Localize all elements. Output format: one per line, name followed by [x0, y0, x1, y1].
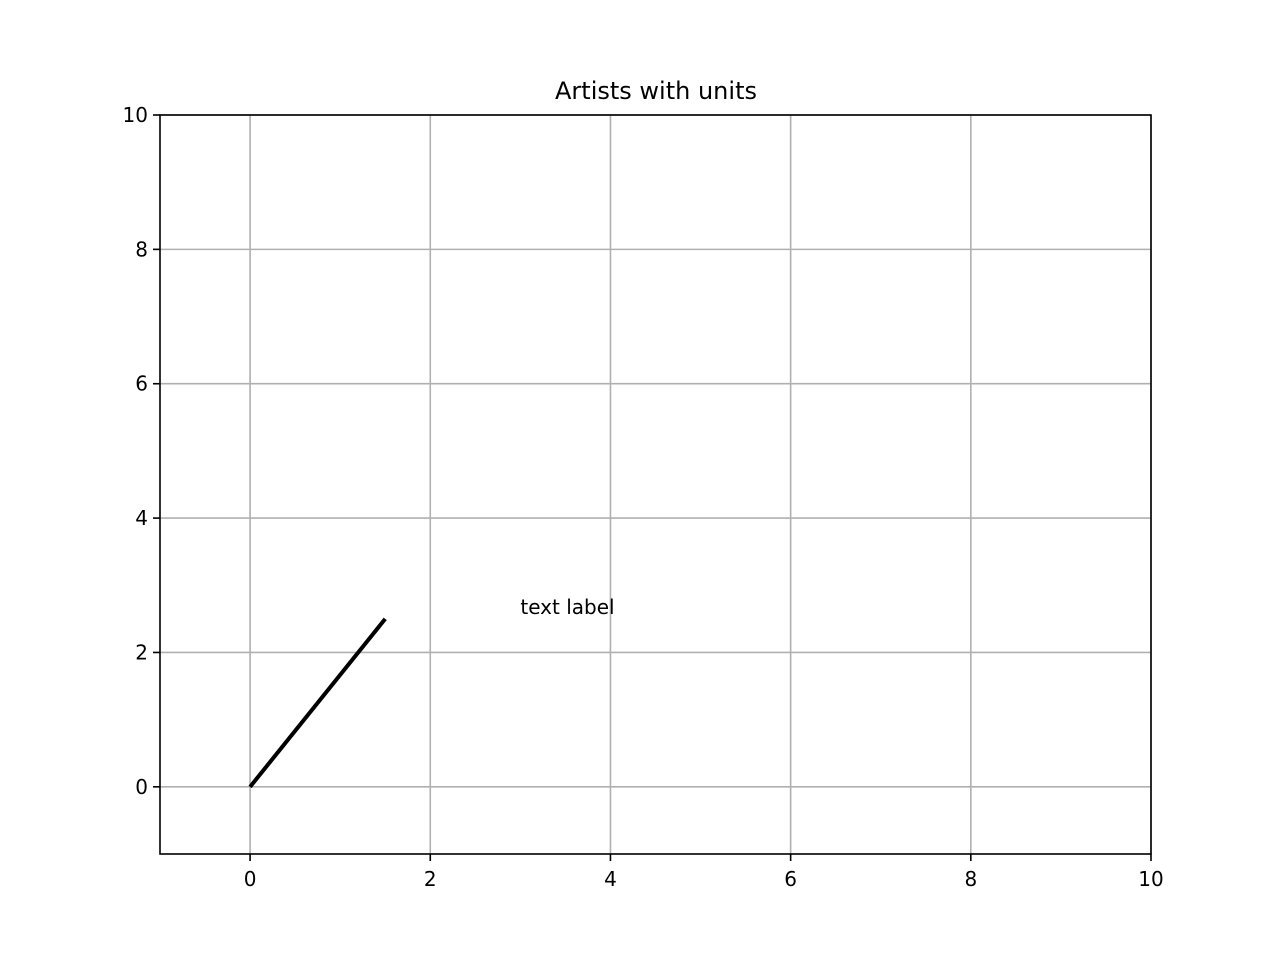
- y-tick-label: 0: [135, 775, 148, 799]
- x-tick-label: 4: [604, 867, 617, 891]
- chart-title: Artists with units: [555, 77, 757, 105]
- axes-frame: [159, 114, 1152, 855]
- ticks: 0 2 4 6 8 10 0 2 4 6 8 10: [123, 103, 1164, 891]
- x-tick-label: 6: [784, 867, 797, 891]
- y-tick-label: 2: [135, 640, 148, 664]
- y-tick-label: 10: [123, 103, 148, 127]
- x-tick-label: 8: [964, 867, 977, 891]
- x-tick-label: 0: [244, 867, 257, 891]
- text-label-annotation: text label: [520, 595, 614, 619]
- y-tick-label: 6: [135, 372, 148, 396]
- y-tick-label: 8: [135, 237, 148, 261]
- series-group: [248, 617, 387, 789]
- x-tick-label: 10: [1138, 867, 1163, 891]
- series-line: [248, 617, 387, 789]
- x-tick-label: 2: [424, 867, 437, 891]
- y-tick-label: 4: [135, 506, 148, 530]
- annotations: text label: [520, 595, 614, 619]
